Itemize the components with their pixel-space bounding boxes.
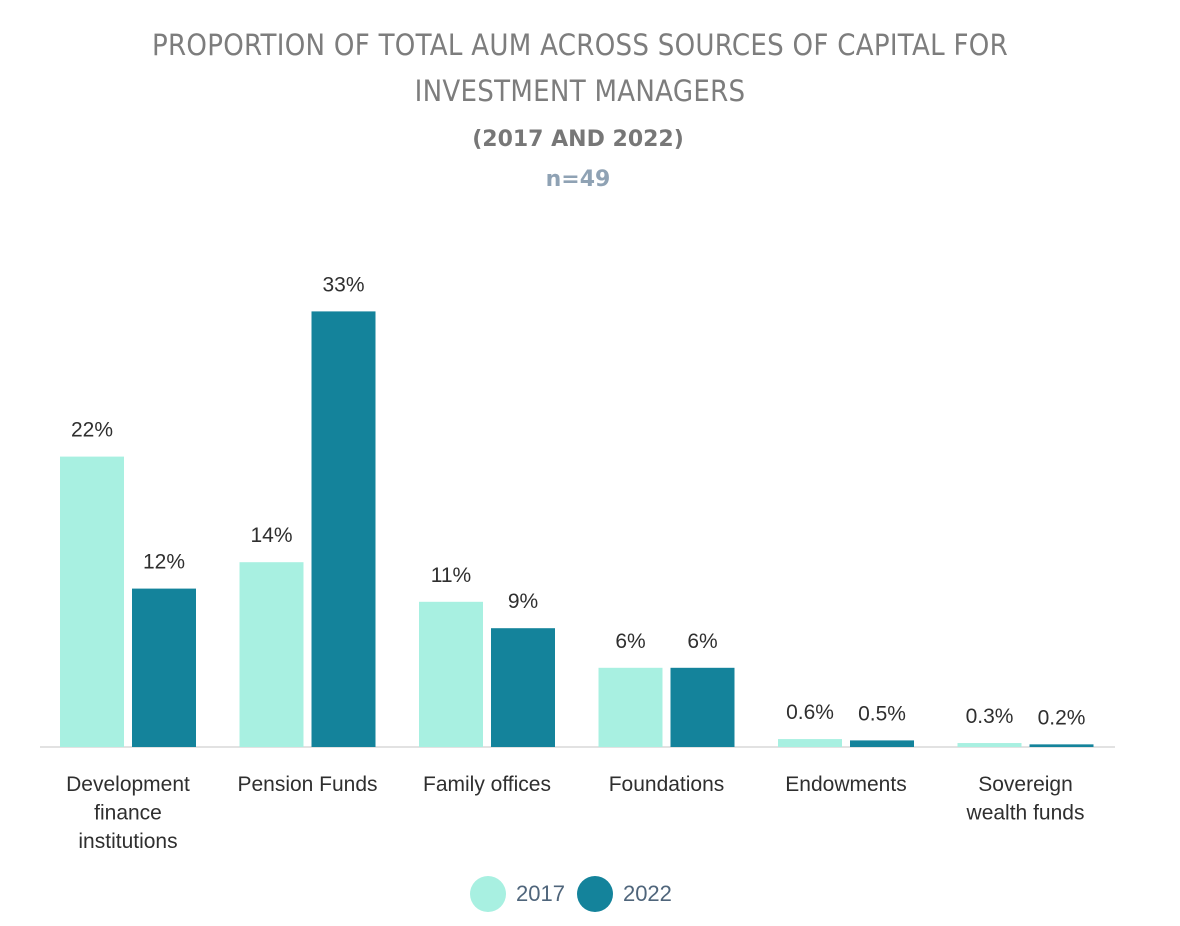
category-label-development-finance-institutions-line-1: Development bbox=[66, 773, 190, 796]
bar-2017-development-finance-institutions bbox=[60, 456, 124, 747]
data-label-2017-pension-funds: 14% bbox=[250, 524, 292, 547]
category-label-development-finance-institutions-line-3: institutions bbox=[78, 830, 177, 853]
legend-label-2017: 2017 bbox=[516, 881, 565, 906]
bar-2017-pension-funds bbox=[239, 562, 304, 747]
bar-2017-family-offices bbox=[419, 601, 483, 747]
category-label-sovereign-wealth-funds-line-1: Sovereign bbox=[978, 773, 1073, 796]
category-label-foundations-line-1: Foundations bbox=[609, 773, 725, 796]
category-label-pension-funds-line-1: Pension Funds bbox=[237, 773, 377, 796]
category-label-sovereign-wealth-funds-line-2: wealth funds bbox=[966, 802, 1085, 825]
chart-subtitle: (2017 AND 2022) bbox=[472, 127, 684, 152]
category-label-family-offices-line-1: Family offices bbox=[423, 773, 551, 796]
sample-size-label: n=49 bbox=[545, 167, 611, 192]
category-label-development-finance-institutions-line-2: finance bbox=[94, 802, 162, 825]
chart-title: PROPORTION OF TOTAL AUM ACROSS SOURCES O… bbox=[151, 28, 1008, 108]
data-label-2022-development-finance-institutions: 12% bbox=[143, 551, 185, 574]
data-label-2022-sovereign-wealth-funds: 0.2% bbox=[1038, 706, 1086, 729]
bar-2017-endowments bbox=[778, 739, 842, 747]
data-label-2017-family-offices: 11% bbox=[431, 564, 471, 587]
bar-2022-family-offices bbox=[491, 628, 555, 747]
bar-2022-pension-funds bbox=[311, 311, 376, 747]
data-label-2022-foundations: 6% bbox=[687, 630, 717, 653]
data-label-2022-endowments: 0.5% bbox=[858, 702, 906, 725]
category-label-endowments-line-1: Endowments bbox=[785, 773, 906, 796]
legend-swatch-2017 bbox=[470, 876, 506, 912]
bar-2017-sovereign-wealth-funds bbox=[957, 743, 1022, 747]
data-label-2022-family-offices: 9% bbox=[508, 590, 538, 613]
bar-2022-foundations bbox=[670, 667, 735, 747]
data-label-2017-sovereign-wealth-funds: 0.3% bbox=[966, 705, 1014, 728]
legend-label-2022: 2022 bbox=[622, 881, 672, 906]
data-label-2022-pension-funds: 33% bbox=[322, 273, 364, 296]
bar-2022-development-finance-institutions bbox=[132, 588, 196, 747]
bar-2017-foundations bbox=[598, 667, 663, 747]
data-label-2017-development-finance-institutions: 22% bbox=[71, 419, 113, 442]
legend-swatch-2022 bbox=[576, 876, 613, 912]
data-label-2017-foundations: 6% bbox=[615, 630, 645, 653]
legend-item-2022: 2022 bbox=[576, 876, 672, 912]
legend-item-2017: 2017 bbox=[470, 876, 565, 912]
data-label-2017-endowments: 0.6% bbox=[786, 701, 834, 724]
chart-legend: 2017 2022 bbox=[470, 876, 672, 912]
bar-2022-sovereign-wealth-funds bbox=[1029, 744, 1094, 747]
bar-2022-endowments bbox=[850, 740, 914, 747]
